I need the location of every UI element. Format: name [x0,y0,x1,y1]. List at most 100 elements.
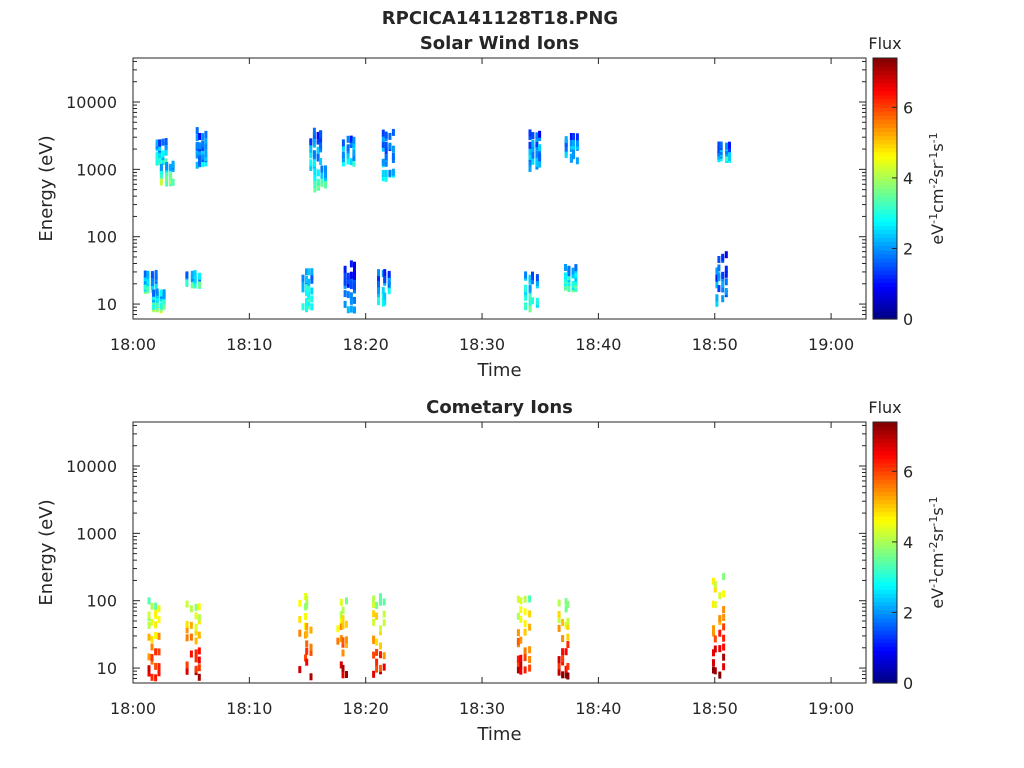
data-cell [572,133,575,140]
data-cell [352,136,356,144]
data-cell [372,595,376,603]
data-cell [384,159,388,167]
data-cell [154,648,158,656]
data-cell [718,615,722,623]
data-cell [575,157,579,165]
data-cell [722,613,726,621]
colorbar-segment [873,86,897,92]
data-cell [384,131,388,139]
spectrogram-data [143,127,731,314]
data-cell [516,612,520,620]
data-cell [162,289,166,297]
data-cell [197,656,201,664]
data-cell [383,298,387,306]
colorbar-segment [873,430,897,435]
data-cell [349,135,353,143]
colorbar-segment [873,111,897,116]
data-cell [143,281,147,289]
data-cell [161,138,165,146]
colorbar-segment [873,576,897,582]
colorbar-segment [873,278,897,283]
data-cell [383,292,387,300]
data-cell [524,271,528,279]
data-cell [381,170,385,177]
x-tick-label: 18:50 [692,699,738,718]
data-cell [381,287,385,295]
data-cell [557,656,561,664]
data-cell [164,138,168,145]
colorbar-title: Flux [868,34,901,53]
colorbar-segment [873,58,897,63]
data-cell [713,585,717,593]
colorbar-segment [873,454,897,460]
data-cell [298,629,302,637]
colorbar-segment [873,593,897,598]
data-cell [715,299,719,307]
data-cell [189,605,193,613]
colorbar-segment [873,552,897,558]
data-cell [146,285,150,293]
data-cell [158,139,162,147]
data-cell [313,168,317,175]
data-cell [516,595,520,603]
data-cell [566,641,570,648]
data-cell [147,665,151,673]
data-cell [713,581,717,588]
data-cell [143,274,147,282]
data-cell [341,637,345,645]
data-cell [566,672,570,680]
data-cell [717,141,721,149]
colorbar-segment [873,143,897,149]
data-cell [298,615,302,623]
colorbar-segment [873,237,897,243]
data-cell [531,139,535,147]
colorbar-segment [873,650,897,656]
data-cell [198,157,202,165]
data-cell [382,619,386,627]
data-cell [339,635,343,643]
data-cell [528,148,532,156]
colorbar-segment [873,82,897,88]
data-cell [557,611,561,618]
data-cell [316,146,320,154]
colorbar-tick-label: 6 [903,462,913,481]
data-cell [387,277,391,284]
data-cell [383,276,387,284]
colorbar-segment [873,155,897,161]
colorbar-segment [873,638,897,643]
colorbar-segment [873,572,897,578]
data-cell [310,287,314,295]
data-cell [194,665,198,673]
data-cell [349,297,353,305]
data-cell [715,294,719,302]
data-cell [310,295,314,303]
colorbar-segment [873,466,897,472]
data-cell [304,654,307,662]
data-cell [722,663,726,671]
data-cell [519,615,523,623]
data-cell [375,612,379,620]
data-cell [194,637,198,645]
y-tick-label: 10 [97,659,117,678]
data-cell [312,127,316,135]
data-cell [516,655,520,663]
data-cell [523,608,527,616]
data-cell [353,296,356,304]
data-cell [157,669,161,677]
data-cell [157,663,161,671]
data-cell [201,152,205,160]
data-cell [564,648,568,656]
colorbar-segment [873,151,897,157]
colorbar-segment [873,658,897,664]
x-tick-label: 18:20 [343,335,389,354]
data-cell [722,653,726,661]
data-cell [346,291,350,299]
data-cell [531,277,534,285]
colorbar-segment [873,310,897,316]
data-cell [516,660,520,667]
data-cell [519,661,523,669]
data-cell [309,648,313,656]
colorbar-segment [873,270,897,275]
data-cell [307,278,311,286]
data-cell [150,271,154,279]
